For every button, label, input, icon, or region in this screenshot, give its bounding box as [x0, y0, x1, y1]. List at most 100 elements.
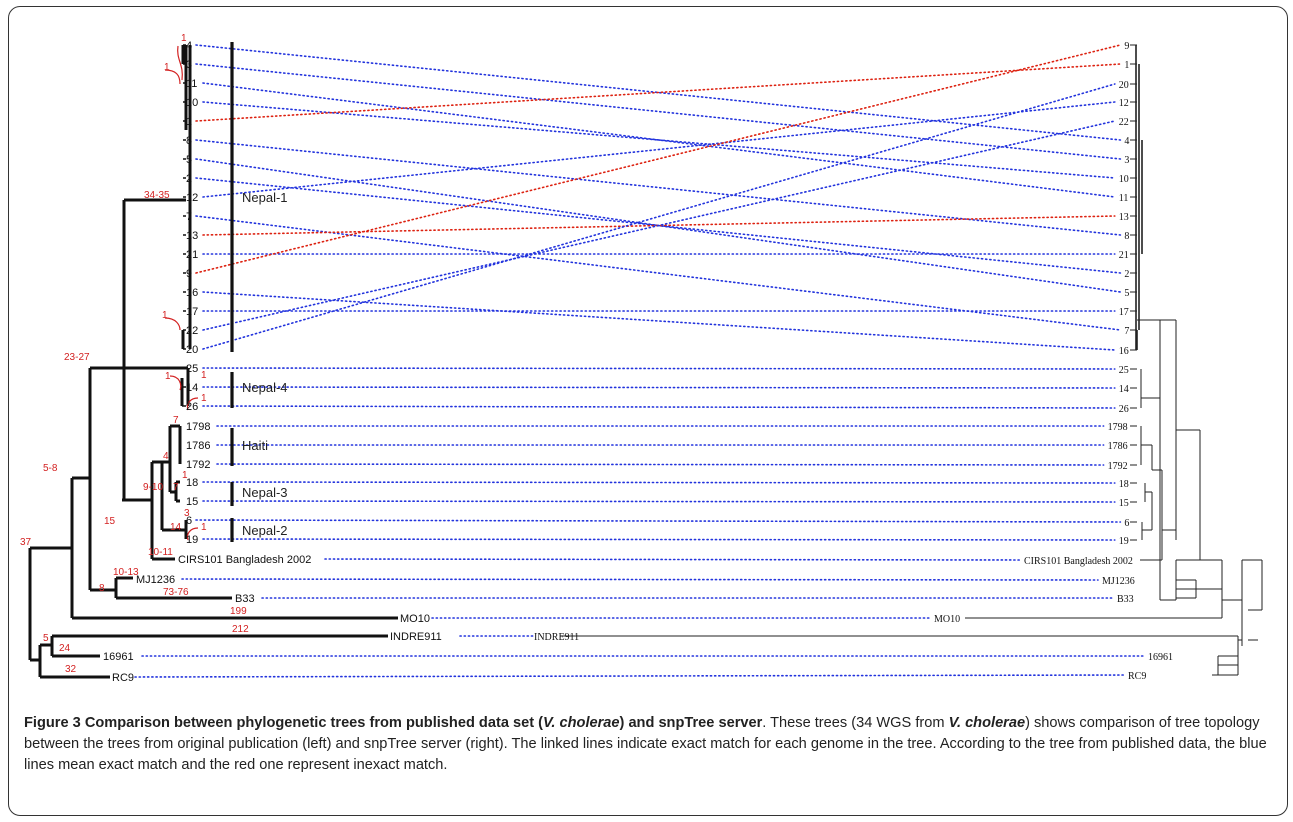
left-leaf-25: 25	[186, 363, 198, 375]
branch-label: 1	[181, 33, 187, 44]
link-line-4	[195, 44, 1122, 141]
right-leaf-5: 5	[1124, 288, 1129, 299]
left-leaf-1792: 1792	[186, 459, 210, 471]
right-leaf-1792: 1792	[1108, 461, 1128, 472]
left-leaf-1: 1	[186, 116, 192, 128]
left-tree-published: 4311101852127132191617222025142617981786…	[20, 33, 442, 684]
branch-label: 1	[201, 393, 207, 404]
left-leaf-18: 18	[186, 477, 198, 489]
left-leaf-11: 11	[186, 78, 197, 90]
right-leaf-1786: 1786	[1108, 441, 1128, 452]
left-leaf-16961: 16961	[103, 651, 134, 663]
right-leaf-7: 7	[1124, 326, 1129, 337]
left-leaf-3: 3	[186, 59, 192, 71]
figure-label: Figure 3	[24, 715, 81, 731]
left-leaf-labels: 4311101852127132191617222025142617981786…	[103, 40, 442, 684]
branch-label: 10-13	[113, 567, 139, 578]
right-leaf-16: 16	[1119, 346, 1129, 357]
left-leaf-4: 4	[186, 40, 192, 52]
caption-body: . These trees (34 WGS from V. cholerae) …	[24, 715, 1267, 773]
phylogenetic-tree-comparison: 4311101852127132191617222025142617981786…	[20, 33, 1263, 684]
right-leaf-14: 14	[1119, 384, 1129, 395]
right-leaf-18: 18	[1119, 479, 1129, 490]
right-leaf-8: 8	[1124, 231, 1129, 242]
left-leaf-17: 17	[186, 306, 198, 318]
right-leaf-b33: B33	[1117, 594, 1134, 605]
right-leaf-mj1236: MJ1236	[1102, 576, 1135, 587]
branch-label: 10-11	[148, 547, 173, 558]
link-line-25	[202, 367, 1116, 370]
left-leaf-14: 14	[186, 382, 198, 394]
left-leaf-26: 26	[186, 401, 198, 413]
link-line-16	[202, 291, 1116, 351]
left-leaf-19: 19	[186, 534, 198, 546]
right-leaf-indre911: INDRE911	[534, 632, 579, 643]
left-leaf-16: 16	[186, 287, 198, 299]
clade-label-nepal-2: Nepal-2	[242, 523, 288, 538]
link-line-15	[202, 500, 1116, 503]
link-line-26	[202, 405, 1116, 409]
right-leaf-9: 9	[1124, 41, 1129, 52]
left-leaf-1786: 1786	[186, 440, 210, 452]
link-line-2	[195, 177, 1122, 274]
link-lines	[134, 44, 1145, 678]
link-line-1	[195, 63, 1122, 122]
right-leaf-11: 11	[1119, 193, 1129, 204]
branch-label: 9-10	[143, 482, 163, 493]
left-leaf-20: 20	[186, 344, 198, 356]
right-leaf-16961: 16961	[1148, 652, 1173, 663]
right-leaf-mo10: MO10	[934, 614, 960, 625]
left-leaf-9: 9	[186, 268, 192, 280]
left-leaf-5: 5	[186, 154, 192, 166]
branch-label: 1	[165, 371, 171, 382]
branch-label: 14	[170, 522, 182, 533]
link-line-18	[202, 481, 1116, 484]
clade-label-nepal-3: Nepal-3	[242, 485, 288, 500]
right-leaf-21: 21	[1119, 250, 1129, 261]
branch-label: 4	[163, 451, 169, 462]
link-line-14	[202, 386, 1116, 389]
left-leaf-mj1236: MJ1236	[136, 574, 175, 586]
link-line-6	[195, 519, 1122, 523]
right-leaf-2: 2	[1124, 269, 1129, 280]
link-line-cirs101-bangladesh-2002	[324, 558, 1021, 561]
branch-label: 5-8	[43, 463, 58, 474]
left-leaf-8: 8	[186, 135, 192, 147]
branch-label: 1	[182, 470, 188, 481]
branch-label: 32	[65, 664, 77, 675]
branch-label: 1	[162, 310, 168, 321]
left-leaf-7: 7	[186, 211, 192, 223]
right-leaf-rc9: RC9	[1128, 671, 1146, 682]
right-leaf-labels: 9120122243101113821251771625142617981786…	[534, 41, 1173, 682]
right-leaf-cirs101-bangladesh-2002: CIRS101 Bangladesh 2002	[1024, 556, 1133, 567]
branch-label: 23-27	[64, 352, 90, 363]
branch-label: 73-76	[163, 587, 189, 598]
link-line-13	[202, 215, 1116, 236]
branch-label: 212	[232, 624, 249, 635]
right-tree-snptree: 9120122243101113821251771625142617981786…	[534, 41, 1263, 682]
branch-label: 199	[230, 606, 247, 617]
link-line-8	[195, 139, 1122, 236]
branch-label: 34-35	[144, 190, 170, 201]
left-leaf-15: 15	[186, 496, 198, 508]
right-leaf-17: 17	[1119, 307, 1129, 318]
branch-label: 5	[43, 633, 49, 644]
left-leaf-22: 22	[186, 325, 198, 337]
branch-label: 8	[99, 583, 105, 594]
branch-label: 24	[59, 643, 71, 654]
right-leaf-19: 19	[1119, 536, 1129, 547]
link-line-3	[195, 63, 1122, 160]
link-line-1792	[216, 463, 1105, 466]
left-leaf-13: 13	[186, 230, 198, 242]
left-leaf-12: 12	[186, 192, 198, 204]
clade-label-nepal-1: Nepal-1	[242, 190, 288, 205]
left-leaf-1798: 1798	[186, 421, 210, 433]
link-line-20	[202, 83, 1116, 350]
right-leaf-22: 22	[1119, 117, 1129, 128]
link-line-mj1236	[181, 578, 1099, 581]
branch-label: 15	[104, 516, 116, 527]
caption-title: Comparison between phylogenetic trees fr…	[84, 715, 763, 731]
left-leaf-b33: B33	[235, 593, 255, 605]
branch-label: 7	[173, 482, 179, 493]
